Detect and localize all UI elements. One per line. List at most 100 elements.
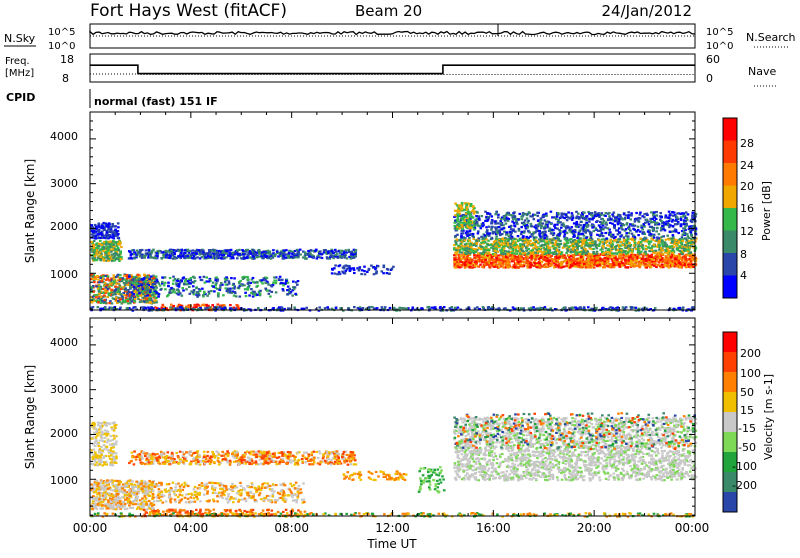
scatter-cell	[99, 308, 102, 310]
scatter-cell	[494, 266, 497, 268]
scatter-cell	[162, 251, 165, 253]
scatter-cell	[288, 307, 291, 309]
scatter-cell	[268, 252, 271, 254]
scatter-cell	[228, 283, 231, 285]
scatter-cell	[519, 258, 522, 260]
scatter-cell	[384, 306, 387, 308]
scatter-cell	[216, 256, 219, 258]
scatter-cell	[535, 241, 538, 243]
scatter-cell	[464, 262, 467, 264]
scatter-cell	[534, 252, 537, 254]
scatter-cell	[456, 239, 459, 241]
scatter-cell	[133, 257, 136, 259]
scatter-cell	[498, 266, 501, 268]
cpid-label: CPID	[6, 91, 35, 104]
scatter-cell	[157, 296, 160, 298]
scatter-cell	[285, 249, 288, 251]
scatter-cell	[522, 260, 525, 262]
scatter-cell	[604, 260, 607, 262]
scatter-cell	[248, 281, 251, 283]
scatter-cell	[252, 277, 255, 279]
scatter-cell	[106, 233, 109, 235]
scatter-cell	[208, 249, 211, 251]
scatter-cell	[568, 254, 571, 256]
scatter-cell	[319, 256, 322, 258]
noise-tick-left-high: 10^5	[48, 27, 75, 38]
scatter-cell	[607, 265, 610, 267]
scatter-cell	[550, 263, 553, 265]
scatter-cell	[196, 256, 199, 258]
scatter-cell	[483, 261, 486, 263]
scatter-cell	[481, 259, 484, 261]
scatter-cell	[189, 256, 192, 258]
scatter-cell	[224, 278, 227, 280]
scatter-cell	[225, 287, 228, 289]
scatter-cell	[93, 247, 96, 249]
scatter-cell	[177, 255, 180, 257]
scatter-cell	[99, 240, 102, 242]
scatter-cell	[106, 255, 109, 257]
scatter-cell	[240, 284, 243, 286]
scatter-cell	[210, 250, 213, 252]
scatter-cell	[111, 302, 114, 304]
scatter-cell	[576, 262, 579, 264]
scatter-cell	[114, 290, 117, 292]
scatter-cell	[645, 260, 648, 262]
scatter-cell	[159, 289, 162, 291]
scatter-cell	[348, 251, 351, 253]
scatter-cell	[262, 257, 265, 259]
scatter-cell	[453, 259, 456, 261]
cpid-text: normal (fast) 151 IF	[94, 95, 218, 108]
scatter-cell	[535, 255, 538, 257]
scatter-cell	[533, 262, 536, 264]
scatter-cell	[217, 303, 220, 305]
scatter-cell	[281, 279, 284, 281]
scatter-cell	[474, 251, 477, 253]
scatter-cell	[624, 260, 627, 262]
scatter-cell	[299, 249, 302, 251]
scatter-cell	[459, 266, 462, 268]
scatter-cell	[113, 278, 116, 280]
scatter-cell	[210, 290, 213, 292]
scatter-cell	[324, 249, 327, 251]
scatter-cell	[475, 261, 478, 263]
scatter-cell	[477, 252, 480, 254]
scatter-cell	[605, 247, 608, 249]
scatter-cell	[634, 263, 637, 265]
scatter-cell	[541, 261, 544, 263]
scatter-cell	[474, 248, 477, 250]
scatter-cell	[103, 294, 106, 296]
scatter-cell	[247, 289, 250, 291]
scatter-cell	[232, 283, 235, 285]
scatter-cell	[259, 290, 262, 292]
scatter-cell	[562, 255, 565, 257]
scatter-cell	[587, 259, 590, 261]
scatter-cell	[595, 245, 598, 247]
scatter-cell	[656, 260, 659, 262]
scatter-cell	[592, 262, 595, 264]
scatter-cell	[607, 249, 610, 251]
scatter-cell	[454, 263, 457, 265]
station-title: Fort Hays West (fitACF)	[90, 1, 287, 21]
scatter-cell	[104, 282, 107, 284]
scatter-cell	[628, 262, 631, 264]
scatter-cell	[480, 242, 483, 244]
scatter-cell	[145, 276, 148, 278]
scatter-cell	[604, 257, 607, 259]
scatter-cell	[544, 258, 547, 260]
scatter-cell	[156, 280, 159, 282]
scatter-cell	[193, 304, 196, 306]
scatter-cell	[141, 249, 144, 251]
scatter-cell	[334, 254, 337, 256]
scatter-cell	[111, 289, 114, 291]
scatter-cell	[117, 222, 120, 224]
scatter-cell	[143, 300, 146, 302]
scatter-cell	[630, 307, 633, 309]
scatter-cell	[188, 286, 191, 288]
scatter-cell	[132, 282, 135, 284]
scatter-cell	[146, 298, 149, 300]
scatter-cell	[101, 225, 104, 227]
scatter-cell	[155, 276, 158, 278]
scatter-cell	[671, 265, 674, 267]
